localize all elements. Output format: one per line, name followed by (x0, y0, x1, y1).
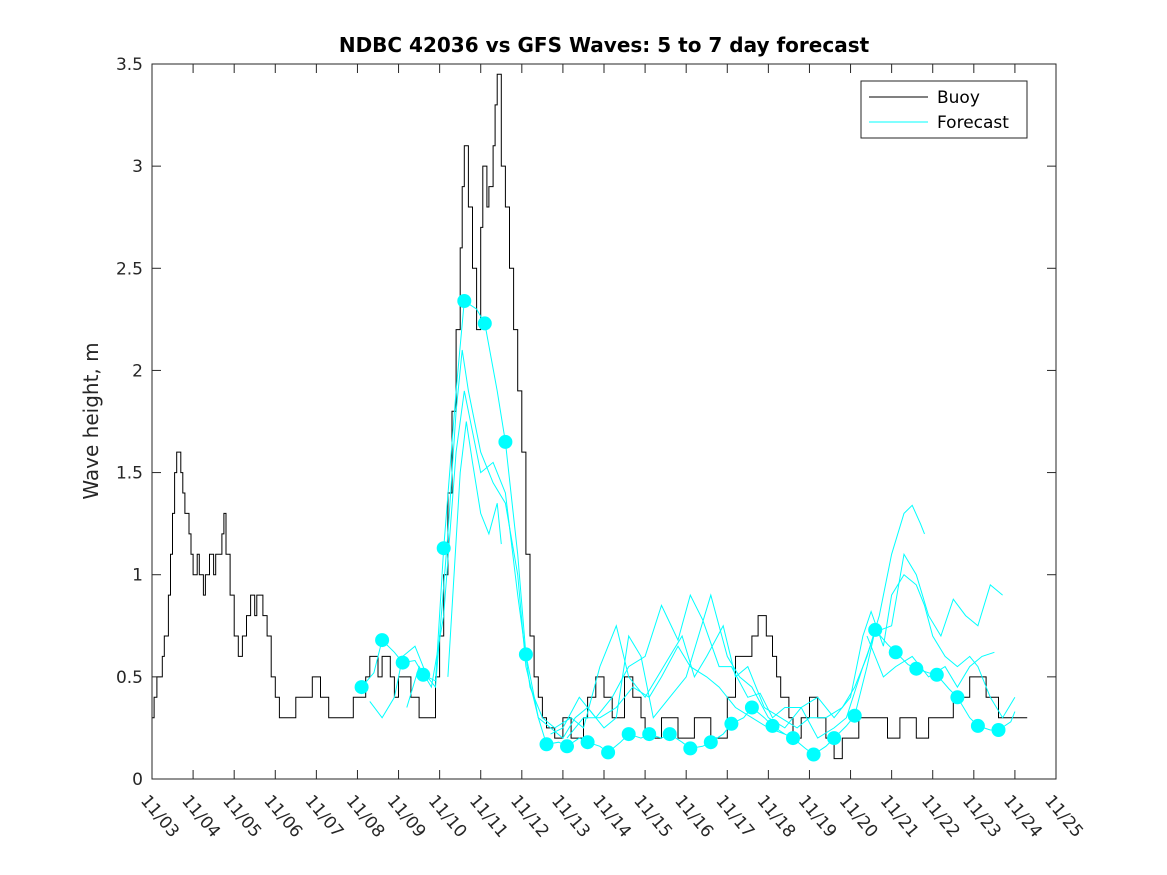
forecast-markers (354, 294, 1006, 762)
forecast-marker (498, 434, 513, 449)
forecast-marker (888, 645, 903, 660)
forecast-marker (395, 655, 410, 670)
y-tick-label: 1.5 (116, 464, 143, 484)
forecast-marker (909, 661, 924, 676)
forecast-marker (744, 700, 759, 715)
y-axis-label: Wave height, m (79, 342, 103, 499)
y-tick-label: 2.5 (116, 259, 143, 279)
forecast-marker (621, 727, 636, 742)
forecast-marker (929, 667, 944, 682)
forecast-marker (950, 690, 965, 705)
forecast-marker (724, 716, 739, 731)
forecast-marker (354, 680, 369, 695)
forecast-marker (765, 718, 780, 733)
forecast-line (550, 552, 1003, 739)
forecast-marker (662, 727, 677, 742)
plot-area (152, 64, 1056, 779)
buoy-line (152, 73, 1028, 760)
forecast-line (406, 390, 925, 729)
y-tick-label: 1 (132, 566, 143, 586)
y-tick-label: 3.5 (116, 55, 143, 75)
forecast-marker (868, 622, 883, 637)
forecast-marker (847, 708, 862, 723)
legend: Buoy Forecast (860, 80, 1028, 139)
forecast-marker (457, 294, 472, 308)
forecast-marker (970, 718, 985, 733)
forecast-line (566, 645, 785, 739)
forecast-marker (827, 731, 842, 746)
forecast-marker (436, 541, 451, 556)
y-axis: 0 0.5 1 1.5 2 2.5 3 3.5 (116, 55, 1056, 790)
legend-forecast-label: Forecast (937, 113, 1009, 133)
y-tick-label: 0 (132, 770, 143, 790)
forecast-line (447, 421, 502, 677)
forecast-marker (991, 723, 1006, 737)
y-tick-label: 3 (132, 157, 143, 177)
forecast-marker (601, 745, 616, 760)
forecast-marker (683, 741, 698, 756)
forecast-marker (786, 731, 800, 746)
y-tick-label: 0.5 (116, 668, 143, 688)
forecast-marker (375, 633, 390, 648)
forecast-marker (560, 739, 574, 754)
forecast-marker (518, 647, 533, 662)
forecast-marker (806, 747, 821, 762)
buoy-series (152, 73, 1028, 760)
y-tick-label: 2 (132, 361, 143, 381)
forecast-marker (477, 316, 492, 331)
forecast-line (369, 349, 1016, 739)
legend-buoy-label: Buoy (937, 88, 980, 108)
forecast-marker (539, 737, 554, 752)
forecast-marker (416, 667, 431, 682)
legend-box (860, 80, 1028, 139)
forecast-marker (642, 727, 657, 742)
forecast-marker (580, 735, 595, 750)
forecast-marker (703, 735, 718, 750)
chart-title: NDBC 42036 vs GFS Waves: 5 to 7 day fore… (339, 33, 870, 57)
